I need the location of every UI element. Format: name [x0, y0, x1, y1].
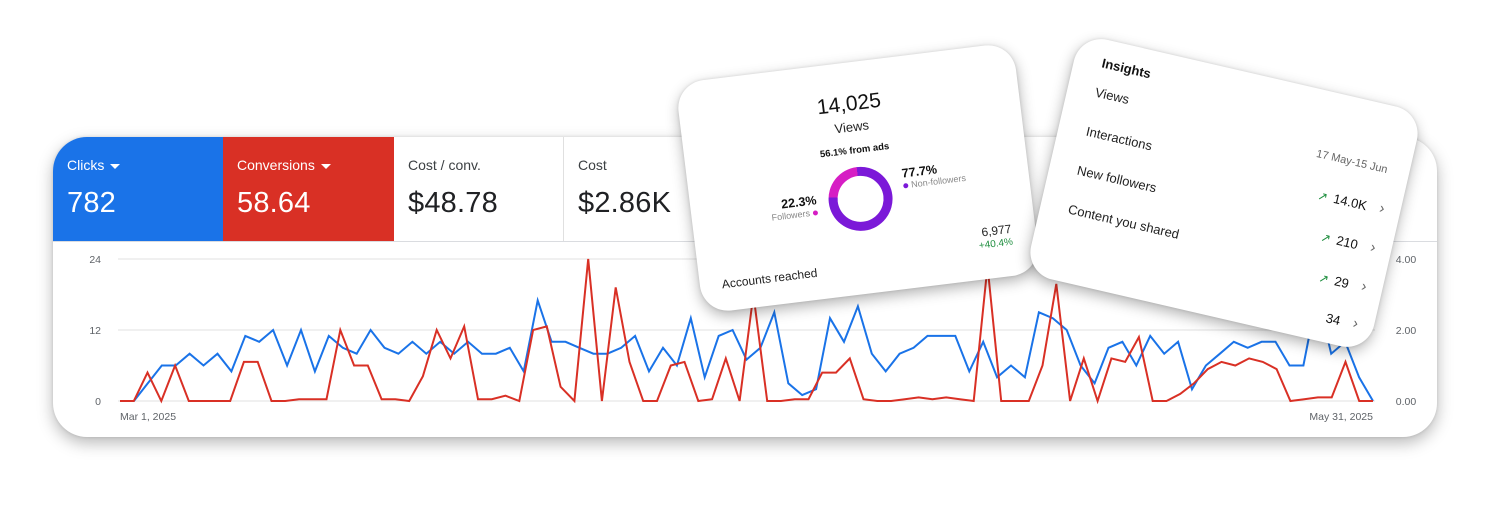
- insights-title: Insights: [1100, 55, 1153, 82]
- trend-up-icon: ↗: [1319, 229, 1333, 246]
- insights-value-new-followers: ↗ 210: [1319, 229, 1360, 253]
- insights-value-content-shared: ↗ 29: [1317, 270, 1350, 291]
- chevron-right-icon[interactable]: ›: [1377, 199, 1387, 218]
- metric-tiles: Clicks 782 Conversions 58.64 Cost / conv…: [53, 137, 1437, 241]
- metric-tile-clicks[interactable]: Clicks 782: [53, 137, 223, 241]
- conversions-series-line: [120, 258, 1373, 405]
- insights-row-views[interactable]: Views: [1093, 84, 1131, 108]
- metric-tile-conversions[interactable]: Conversions 58.64: [223, 137, 394, 241]
- chevron-right-icon[interactable]: ›: [1351, 314, 1360, 333]
- insights-value-interactions: ↗ 14.0K: [1316, 187, 1368, 213]
- metric-tile-cost-per-conv[interactable]: Cost / conv. $48.78: [394, 137, 564, 241]
- y-left-tick-label: 24: [89, 254, 101, 266]
- metric-label-conversions: Conversions: [237, 157, 315, 173]
- caret-down-icon[interactable]: [110, 163, 121, 169]
- insights-row-content-shared[interactable]: Content you shared: [1066, 201, 1181, 242]
- views-summary-card: 14,025 Views 56.1% from ads 22.3% Follow…: [675, 42, 1041, 314]
- insights-value-text: 14.0K: [1331, 190, 1369, 214]
- y-left-tick-label: 12: [89, 325, 101, 337]
- x-tick-label: Mar 1, 2025: [120, 411, 176, 423]
- y-right-tick-label: 0.00: [1396, 396, 1417, 408]
- y-right-tick-label: 4.00: [1396, 254, 1417, 266]
- insights-date-range[interactable]: 17 May-15 Jun: [1315, 147, 1389, 177]
- metric-value-clicks: 782: [67, 187, 116, 219]
- insights-value-text: 34: [1324, 310, 1342, 329]
- followers-donut-chart: [824, 163, 897, 235]
- metric-label-cost-per-conv: Cost / conv.: [408, 157, 481, 173]
- caret-down-icon[interactable]: [320, 163, 331, 169]
- trend-up-icon: ↗: [1316, 187, 1330, 204]
- insights-value-extra: 34: [1324, 310, 1341, 328]
- metric-value-cost: $2.86K: [578, 187, 672, 219]
- clicks-series-line: [120, 294, 1374, 402]
- insights-row-interactions[interactable]: Interactions: [1084, 123, 1154, 154]
- chevron-right-icon[interactable]: ›: [1368, 238, 1378, 257]
- metric-value-cost-per-conv: $48.78: [408, 187, 498, 219]
- metric-label-cost: Cost: [578, 157, 607, 173]
- y-left-tick-label: 0: [95, 396, 101, 408]
- metric-label-clicks: Clicks: [67, 157, 105, 173]
- followers-stat: 22.3% Followers: [756, 193, 819, 224]
- followers-dot-icon: [812, 209, 819, 216]
- insights-value-text: 29: [1332, 273, 1351, 292]
- insights-value-text: 210: [1334, 232, 1360, 253]
- accounts-reached-label: Accounts reached: [721, 265, 819, 292]
- nonfollowers-dot-icon: [902, 182, 909, 189]
- metric-label-row: Conversions: [237, 157, 394, 173]
- nonfollowers-stat: 77.7% Non-followers: [901, 153, 1013, 190]
- insights-row-new-followers[interactable]: New followers: [1075, 162, 1158, 196]
- x-tick-label: May 31, 2025: [1309, 411, 1373, 423]
- chevron-right-icon[interactable]: ›: [1359, 277, 1369, 296]
- trend-up-icon: ↗: [1317, 270, 1331, 287]
- metric-value-conversions: 58.64: [237, 187, 311, 219]
- metric-label-row: Clicks: [67, 157, 223, 173]
- y-right-tick-label: 2.00: [1396, 325, 1417, 337]
